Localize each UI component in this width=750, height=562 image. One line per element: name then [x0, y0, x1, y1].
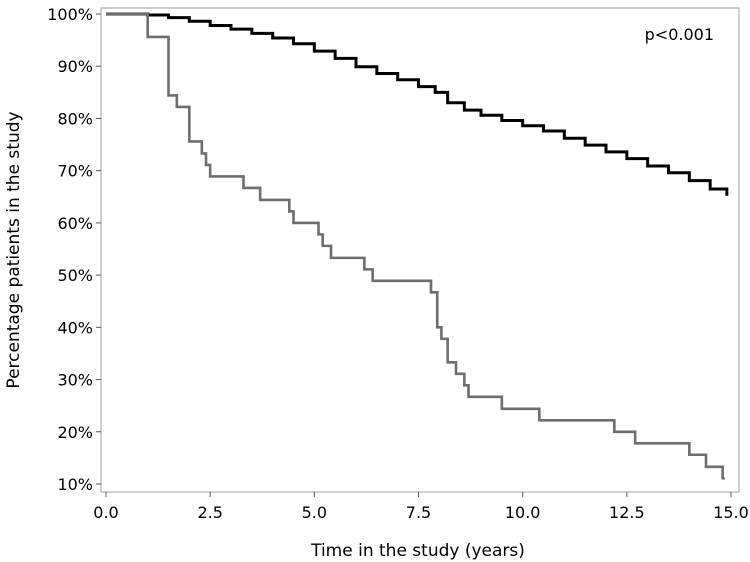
x-axis: 0.0 2.5 5.0 7.5 10.0 12.5 15.0 [93, 492, 749, 522]
series-line-2 [106, 12, 725, 480]
y-tick-label: 40% [57, 318, 93, 337]
y-tick-label: 30% [57, 371, 93, 390]
y-tick-label: 70% [57, 162, 93, 181]
x-tick-label: 12.5 [609, 503, 645, 522]
y-tick-label: 20% [57, 423, 93, 442]
x-tick-label: 5.0 [302, 503, 327, 522]
y-axis-title: Percentage patients in the study [4, 111, 24, 388]
x-axis-title: Time in the study (years) [310, 541, 525, 561]
y-axis: 10% 20% 30% 40% 50% 60% 70% 80% 90% 100% [47, 5, 101, 494]
y-tick-label: 50% [57, 266, 93, 285]
plot-frame [100, 7, 740, 493]
x-tick-label: 2.5 [197, 503, 222, 522]
x-tick-label: 15.0 [713, 503, 749, 522]
y-tick-label: 80% [57, 109, 93, 128]
x-tick-label: 0.0 [93, 503, 118, 522]
x-tick-label: 10.0 [505, 503, 541, 522]
y-tick-label: 10% [57, 475, 93, 494]
y-tick-label: 100% [47, 5, 93, 24]
y-tick-label: 60% [57, 214, 93, 233]
series-line-1 [106, 12, 729, 196]
x-tick-label: 7.5 [406, 503, 431, 522]
series-layer [106, 12, 729, 480]
p-value-annotation: p<0.001 [645, 25, 714, 44]
y-tick-label: 90% [57, 57, 93, 76]
